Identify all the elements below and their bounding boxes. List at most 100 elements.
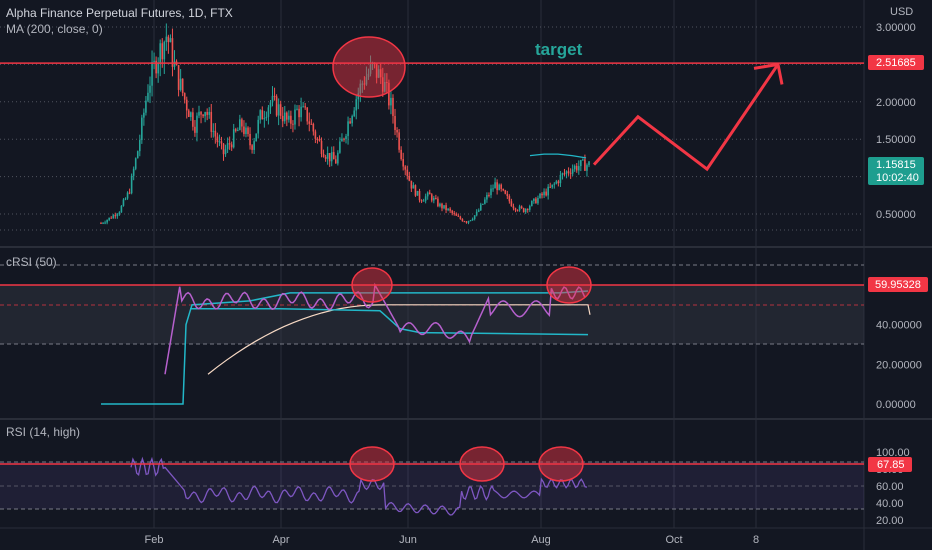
candle-body (459, 216, 462, 219)
candle-body (267, 107, 270, 117)
candle-body (463, 221, 466, 223)
candle-body (259, 110, 262, 120)
candle-body (332, 152, 335, 160)
time-scale-labels[interactable]: Feb Apr Jun Aug Oct 8 (145, 534, 760, 546)
symbol-title[interactable]: Alpha Finance Perpetual Futures, 1D, FTX (6, 6, 233, 20)
candle-body (192, 112, 194, 127)
candle-body (322, 153, 325, 157)
candle-body (522, 208, 525, 213)
candle-body (275, 96, 278, 116)
projection-path[interactable] (592, 63, 780, 172)
candle-body (547, 186, 549, 196)
rsi-legend[interactable]: RSI (14, high) (6, 425, 81, 439)
candle-body (422, 200, 425, 202)
rsi-tick-label[interactable]: 40.00 (876, 498, 904, 510)
candle-body (138, 140, 141, 152)
price-tick-label[interactable]: 3.00000 (876, 22, 916, 34)
crsi-tick-label[interactable]: 20.00000 (876, 359, 922, 371)
candle-body (251, 145, 253, 150)
candle-body (424, 196, 427, 201)
candle-body (384, 81, 386, 92)
candle-body (245, 127, 247, 134)
candle-body (283, 112, 286, 122)
candle-body (402, 159, 404, 167)
candle-body (439, 203, 441, 207)
candle-body (226, 143, 229, 150)
crsi-tick-label[interactable]: 40.00000 (876, 320, 922, 332)
candle-body (153, 60, 155, 63)
time-tick-label[interactable]: 8 (753, 534, 759, 546)
candle-body (106, 219, 108, 223)
rsi-tick-label[interactable]: 20.00 (876, 515, 904, 527)
candle-body (320, 140, 323, 154)
candle-body (269, 102, 272, 108)
candle-body (567, 171, 570, 173)
candle-body (110, 217, 113, 219)
time-tick-label[interactable]: Aug (531, 534, 551, 546)
candle-body (367, 73, 370, 78)
price-tick-label[interactable]: 2.00000 (876, 97, 916, 109)
candle-body (467, 220, 470, 223)
crsi-tick-label[interactable]: 0.00000 (876, 399, 916, 411)
rsi-current-value: 67.85 (877, 459, 905, 471)
candle-body (177, 65, 180, 90)
candle-body (124, 198, 127, 200)
candle-body (292, 123, 294, 125)
candle-body (549, 186, 552, 188)
horizontal-grid (0, 26, 864, 231)
candle-body (533, 198, 535, 201)
candle-body (300, 106, 302, 118)
candle-body (490, 188, 492, 196)
candle-body (392, 97, 394, 116)
candle-body (255, 133, 257, 142)
candle-body (104, 222, 106, 224)
rsi-tick-label[interactable]: 100.00 (876, 447, 910, 459)
candle-body (537, 198, 539, 204)
candle-body (555, 181, 558, 184)
time-tick-label[interactable]: Feb (145, 534, 164, 546)
candle-body (510, 201, 513, 207)
candle-body (582, 159, 584, 161)
candle-body (281, 115, 284, 122)
time-tick-label[interactable]: Jun (399, 534, 417, 546)
candle-body (518, 206, 521, 211)
candle-body (475, 211, 478, 216)
price-tick-label[interactable]: 1.50000 (876, 134, 916, 146)
candle-body (173, 61, 176, 67)
candle-body (441, 203, 443, 209)
candle-body (337, 152, 339, 164)
candle-body (561, 173, 564, 175)
candle-body (314, 131, 317, 139)
candle-body (339, 141, 341, 153)
highlight-circle (459, 446, 505, 482)
candle-body (114, 215, 117, 217)
time-tick-label[interactable]: Apr (272, 534, 289, 546)
time-tick-label[interactable]: Oct (665, 534, 682, 546)
candle-body (243, 126, 245, 134)
candle-body (449, 208, 451, 211)
candle-body (465, 221, 468, 223)
candle-body (528, 206, 531, 210)
candle-body (390, 97, 392, 106)
ma-legend[interactable]: MA (200, close, 0) (6, 22, 103, 36)
candle-body (149, 85, 151, 93)
candle-body (498, 184, 500, 191)
currency-label[interactable]: USD (890, 6, 913, 18)
candle-body (484, 199, 486, 204)
candle-body (328, 152, 331, 162)
candle-body (469, 220, 472, 222)
candle-body (230, 144, 233, 148)
price-tick-label[interactable]: 0.50000 (876, 209, 916, 221)
candle-body (539, 193, 541, 199)
candle-body (143, 112, 145, 118)
target-annotation[interactable]: target (535, 40, 583, 59)
rsi-tick-label[interactable]: 60.00 (876, 481, 904, 493)
crsi-sma-line (207, 304, 591, 375)
candle-body (310, 123, 313, 125)
candle-body (298, 108, 300, 118)
crsi-legend[interactable]: cRSI (50) (6, 255, 57, 269)
candle-body (520, 206, 523, 209)
candle-body (167, 36, 170, 43)
price-scale-labels[interactable]: 3.000002.500002.000001.500001.000000.500… (876, 22, 922, 527)
